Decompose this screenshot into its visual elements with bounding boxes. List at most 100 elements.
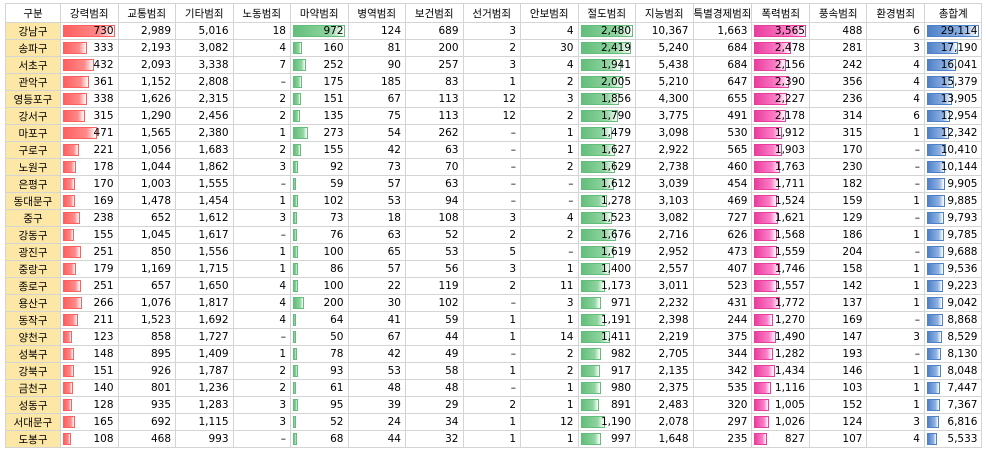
cell-text: 은평구 <box>18 178 48 191</box>
value-cell: 266 <box>60 294 119 312</box>
value-cell: 152 <box>808 396 868 414</box>
value-cell: 160 <box>290 39 349 57</box>
data-bar <box>926 178 945 190</box>
value-cell: 2 <box>232 379 291 397</box>
value-cell: 2,375 <box>635 379 694 397</box>
data-bar <box>63 76 89 88</box>
value-cell: 4,300 <box>635 90 694 108</box>
value-cell: 204 <box>808 243 868 261</box>
value-cell: 2 <box>520 345 579 363</box>
cell-text: – <box>510 297 516 309</box>
cell-text: 종로구 <box>18 280 48 293</box>
data-bar <box>293 25 345 37</box>
cell-text: 용산구 <box>18 297 48 310</box>
value-cell: 361 <box>60 73 119 91</box>
cell-text: 491 <box>727 110 748 122</box>
value-cell: 315 <box>60 107 119 125</box>
data-row: 송파구 333 2,193 3,082 4 160 81 200 2 30 2,419 5,240 68… <box>5 39 983 57</box>
cell-text: 1 <box>913 127 920 139</box>
cell-text: 252 <box>323 59 344 71</box>
cell-text: 128 <box>93 399 114 411</box>
cell-text: 95 <box>330 399 344 411</box>
value-cell: – <box>462 294 521 312</box>
cell-text: 1 <box>509 365 516 377</box>
data-bar <box>926 433 937 445</box>
header-cell: 병역범죄 <box>347 3 406 23</box>
data-bar <box>293 331 296 343</box>
data-row: 관악구 361 1,152 2,808 – 175 185 83 1 2 2,005 5,210 647… <box>5 73 983 91</box>
value-cell: 57 <box>347 175 406 193</box>
value-cell: 2,705 <box>635 345 694 363</box>
value-cell: 342 <box>692 362 753 380</box>
cell-text: 8,529 <box>947 331 978 343</box>
value-cell: 102 <box>290 192 349 210</box>
data-row: 종로구 251 657 1,650 4 100 22 119 2 11 1,173 3,011 523 1… <box>5 277 983 295</box>
value-cell: 1,523 <box>577 209 636 227</box>
value-cell: 1,763 <box>751 158 810 176</box>
value-cell: 75 <box>347 107 406 125</box>
cell-text: 5,438 <box>658 59 689 71</box>
value-cell: 1 <box>520 260 579 278</box>
cell-text: 1,191 <box>600 314 631 326</box>
value-cell: 652 <box>117 209 176 227</box>
value-cell: 6 <box>866 107 925 125</box>
value-cell: 689 <box>405 22 464 40</box>
cell-text: 3,082 <box>658 212 689 224</box>
cell-text: 3 <box>279 161 286 173</box>
header-cell: 총합계 <box>923 3 983 23</box>
data-row: 강북구 151 926 1,787 2 93 53 58 1 2 917 2,135 342 1,434 1… <box>5 362 983 380</box>
data-bar <box>580 59 622 71</box>
cell-text: 5,016 <box>198 25 229 37</box>
cell-text: 179 <box>93 263 114 275</box>
value-cell: 471 <box>60 124 119 142</box>
cell-text: 100 <box>323 280 344 292</box>
value-cell: 18 <box>347 209 406 227</box>
value-cell: 926 <box>117 362 176 380</box>
value-cell: 1,005 <box>751 396 810 414</box>
cell-text: 10,367 <box>651 25 689 37</box>
value-cell: 375 <box>692 328 753 346</box>
cell-text: 982 <box>610 348 631 360</box>
data-bar <box>754 382 771 394</box>
cell-text: 432 <box>93 59 114 71</box>
district-cell: 용산구 <box>5 294 61 312</box>
value-cell: 1,556 <box>175 243 234 261</box>
cell-text: 3 <box>913 42 920 54</box>
cell-text: 16,041 <box>940 59 978 71</box>
cell-text: 90 <box>387 59 401 71</box>
cell-text: 1,629 <box>600 161 631 173</box>
value-cell: 1 <box>232 124 291 142</box>
data-bar <box>293 76 303 88</box>
cell-text: 1,941 <box>600 59 631 71</box>
cell-text: 221 <box>93 144 114 156</box>
cell-text: 53 <box>445 246 459 258</box>
cell-text: 9,785 <box>947 229 978 241</box>
value-cell: 4 <box>866 430 925 448</box>
value-cell: 1,650 <box>175 277 234 295</box>
value-cell: 993 <box>175 430 234 448</box>
district-cell: 성북구 <box>5 345 61 363</box>
value-cell: 1,941 <box>577 56 636 74</box>
cell-text: 57 <box>387 178 401 190</box>
header-cell: 기타범죄 <box>175 3 234 23</box>
cell-text: 3,775 <box>658 110 689 122</box>
cell-text: 2,480 <box>600 25 631 37</box>
cell-text: 1 <box>279 246 286 258</box>
cell-text: 1,663 <box>717 25 748 37</box>
header-cell: 절도범죄 <box>577 3 636 23</box>
cell-text: 1,270 <box>774 314 805 326</box>
data-bar <box>926 110 951 122</box>
value-cell: – <box>520 192 579 210</box>
cell-text: 169 <box>842 314 863 326</box>
cell-text: 48 <box>387 382 401 394</box>
value-cell: 1 <box>866 362 925 380</box>
data-bar <box>293 382 297 394</box>
cell-text: 63 <box>445 178 459 190</box>
value-cell: 1,557 <box>751 277 810 295</box>
district-cell: 송파구 <box>5 39 61 57</box>
crime-table: 구분 강력범죄 교통범죄 기타범죄 노동범죄 마약범죄 병역범죄 보건범죄 선거범죄 안보범죄 절도… <box>5 3 983 448</box>
value-cell: 1 <box>866 124 925 142</box>
cell-text: 4 <box>913 93 920 105</box>
value-cell: 185 <box>347 73 406 91</box>
value-cell: 78 <box>290 345 349 363</box>
